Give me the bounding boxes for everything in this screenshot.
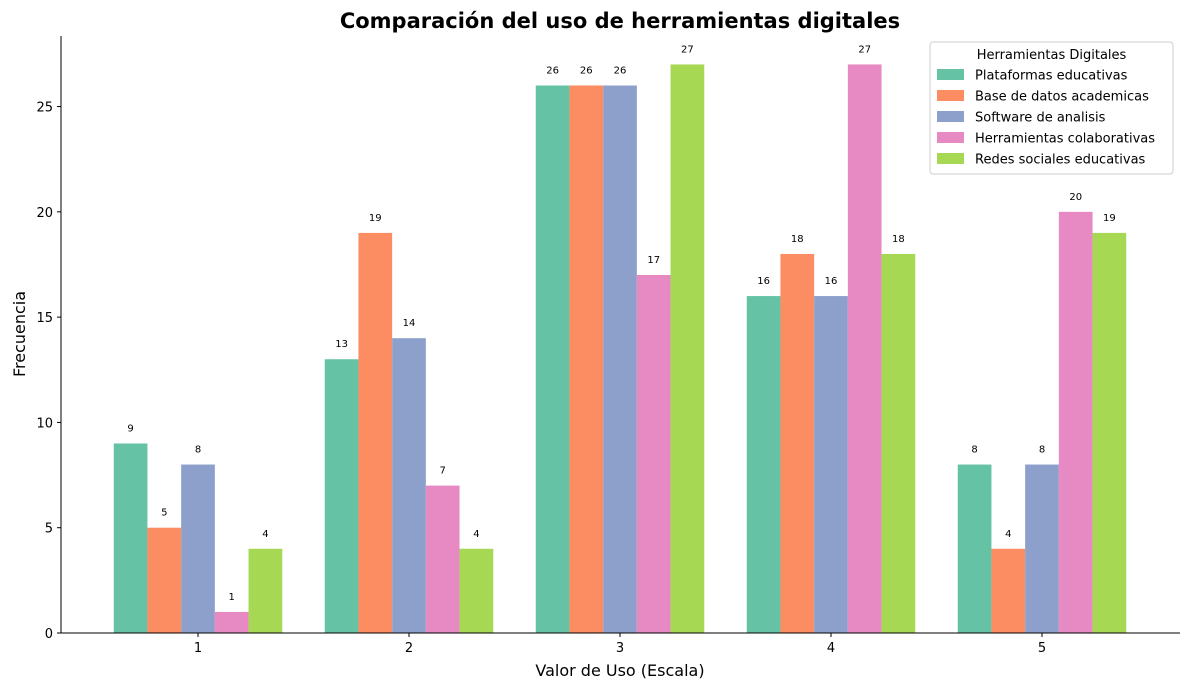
x-tick-label: 4 <box>827 641 835 656</box>
bar-series-4-cat-1 <box>214 611 249 633</box>
data-label-series-1-cat-3: 26 <box>546 65 559 76</box>
data-label-series-3-cat-1: 8 <box>195 445 201 456</box>
bar-series-3-cat-1 <box>181 464 215 633</box>
x-tick-label: 3 <box>616 641 624 656</box>
data-label-series-5-cat-5: 19 <box>1103 213 1116 224</box>
x-tick-label: 2 <box>405 641 413 656</box>
data-label-series-2-cat-5: 4 <box>1005 529 1011 540</box>
legend-swatch-series-1 <box>937 69 964 80</box>
bars-layer <box>113 64 1127 634</box>
legend-swatch-series-5 <box>937 153 964 164</box>
data-label-series-1-cat-4: 16 <box>757 276 770 287</box>
chart-title: Comparación del uso de herramientas digi… <box>340 9 900 33</box>
data-label-series-5-cat-3: 27 <box>681 44 694 55</box>
legend-swatch-series-2 <box>937 90 964 101</box>
data-label-series-1-cat-2: 13 <box>335 339 348 350</box>
bar-series-5-cat-4 <box>881 253 916 633</box>
legend-label-series-2: Base de datos academicas <box>975 90 1149 105</box>
data-label-series-5-cat-2: 4 <box>473 529 479 540</box>
data-label-series-4-cat-4: 27 <box>858 44 871 55</box>
bar-series-4-cat-2 <box>425 485 460 633</box>
data-label-series-1-cat-1: 9 <box>127 423 133 434</box>
data-label-series-3-cat-5: 8 <box>1039 445 1045 456</box>
bar-series-1-cat-2 <box>324 359 359 633</box>
y-tick-label: 0 <box>45 627 53 642</box>
bar-series-5-cat-1 <box>248 548 283 633</box>
legend-swatch-series-4 <box>937 132 964 143</box>
legend-label-series-4: Herramientas colaborativas <box>975 132 1155 147</box>
y-tick-label: 25 <box>36 101 53 116</box>
data-label-series-2-cat-1: 5 <box>161 508 167 519</box>
legend-label-series-1: Plataformas educativas <box>975 69 1128 84</box>
bar-series-3-cat-2 <box>392 338 426 633</box>
bar-series-2-cat-4 <box>780 253 815 633</box>
data-label-series-4-cat-1: 1 <box>229 592 235 603</box>
legend-swatch-series-3 <box>937 111 964 122</box>
x-tick-label: 1 <box>194 641 202 656</box>
bar-series-4-cat-5 <box>1058 211 1093 633</box>
legend-label-series-5: Redes sociales educativas <box>975 153 1146 168</box>
data-label-series-3-cat-3: 26 <box>614 65 627 76</box>
x-tick-label: 5 <box>1038 641 1046 656</box>
y-tick-label: 5 <box>45 522 53 537</box>
bar-series-4-cat-4 <box>847 64 882 633</box>
bar-series-1-cat-3 <box>535 85 570 634</box>
x-axis-label: Valor de Uso (Escala) <box>535 661 704 680</box>
data-label-series-3-cat-4: 16 <box>825 276 838 287</box>
bar-series-5-cat-5 <box>1092 232 1127 634</box>
bar-series-5-cat-2 <box>459 548 494 633</box>
y-tick-label: 15 <box>36 311 53 326</box>
data-label-series-4-cat-5: 20 <box>1069 192 1082 203</box>
bar-series-1-cat-5 <box>957 464 992 633</box>
legend-box <box>929 41 1174 175</box>
bar-series-4-cat-3 <box>636 275 671 633</box>
bar-series-3-cat-4 <box>814 296 848 633</box>
data-label-series-2-cat-2: 19 <box>369 213 382 224</box>
bar-series-3-cat-5 <box>1025 464 1059 633</box>
data-label-series-2-cat-3: 26 <box>580 65 593 76</box>
bar-series-1-cat-1 <box>113 443 148 633</box>
bar-series-2-cat-1 <box>147 527 182 633</box>
data-label-series-4-cat-3: 17 <box>647 255 660 266</box>
bar-series-2-cat-3 <box>569 85 604 634</box>
bar-series-5-cat-3 <box>670 64 705 633</box>
bar-series-1-cat-4 <box>746 296 781 633</box>
data-label-series-5-cat-1: 4 <box>262 529 268 540</box>
legend-label-series-3: Software de analisis <box>975 111 1106 126</box>
bar-series-3-cat-3 <box>603 85 637 634</box>
data-label-series-5-cat-4: 18 <box>892 234 905 245</box>
y-tick-label: 10 <box>36 416 53 431</box>
data-label-series-3-cat-2: 14 <box>403 318 416 329</box>
bar-series-2-cat-5 <box>991 548 1026 633</box>
y-axis-label: Frecuencia <box>10 291 29 377</box>
legend: Herramientas Digitales Plataformas educat… <box>929 41 1174 175</box>
legend-title: Herramientas Digitales <box>977 48 1127 63</box>
data-label-series-2-cat-4: 18 <box>791 234 804 245</box>
data-label-series-4-cat-2: 7 <box>440 466 446 477</box>
y-tick-label: 20 <box>36 206 53 221</box>
data-label-series-1-cat-5: 8 <box>971 445 977 456</box>
bar-series-2-cat-2 <box>358 232 393 634</box>
